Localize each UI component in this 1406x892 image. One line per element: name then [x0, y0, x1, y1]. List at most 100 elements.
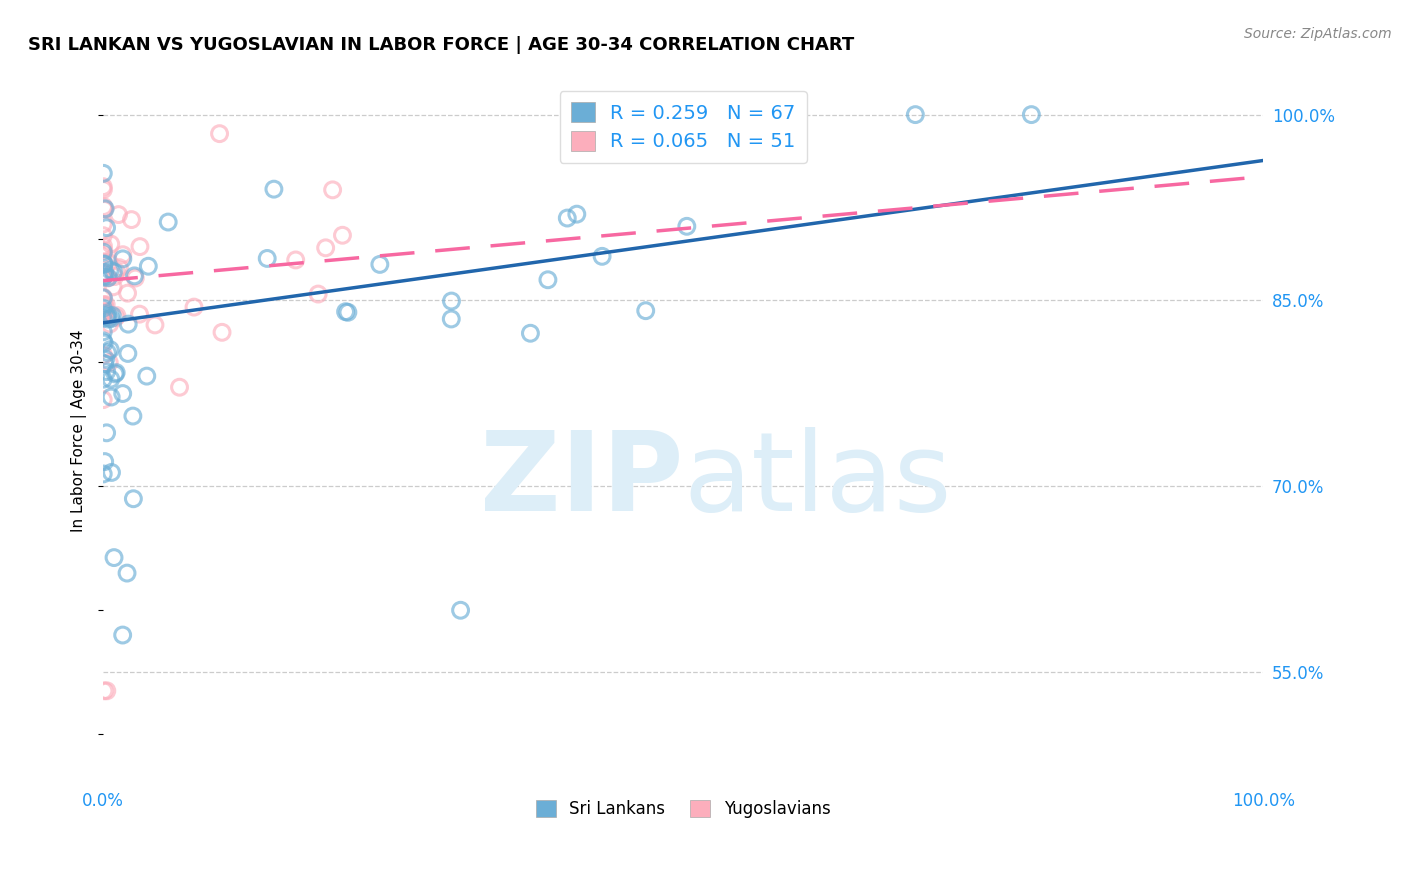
Point — [97, 308, 120, 322]
Point — [91, 334, 114, 348]
Point — [129, 239, 152, 253]
Point — [169, 380, 191, 394]
Point — [93, 200, 115, 214]
Point — [555, 211, 578, 225]
Point — [256, 252, 278, 266]
Point — [122, 491, 145, 506]
Point — [519, 326, 541, 341]
Point — [675, 219, 697, 234]
Point — [93, 304, 115, 318]
Point — [93, 305, 115, 319]
Point — [135, 369, 157, 384]
Point — [440, 312, 463, 326]
Point — [904, 107, 927, 121]
Point — [263, 182, 285, 196]
Point — [115, 566, 138, 580]
Point — [122, 409, 145, 423]
Point — [98, 355, 121, 369]
Point — [91, 325, 114, 339]
Point — [211, 326, 233, 340]
Point — [100, 390, 122, 404]
Point — [138, 259, 160, 273]
Point — [100, 372, 122, 386]
Point — [91, 290, 114, 304]
Point — [91, 467, 114, 481]
Point — [537, 273, 560, 287]
Point — [124, 268, 146, 283]
Text: ZIP: ZIP — [479, 426, 683, 533]
Point — [336, 305, 359, 319]
Point — [111, 248, 134, 262]
Point — [93, 182, 115, 196]
Point — [143, 318, 166, 332]
Point — [91, 311, 114, 326]
Point — [100, 237, 122, 252]
Point — [368, 257, 391, 271]
Point — [91, 301, 114, 315]
Text: atlas: atlas — [683, 426, 952, 533]
Point — [124, 271, 146, 285]
Point — [91, 372, 114, 386]
Point — [98, 343, 121, 357]
Point — [93, 266, 115, 280]
Point — [94, 352, 117, 367]
Point — [117, 346, 139, 360]
Point — [117, 286, 139, 301]
Point — [96, 425, 118, 440]
Point — [93, 454, 115, 468]
Point — [111, 386, 134, 401]
Point — [93, 299, 115, 313]
Point — [96, 365, 118, 379]
Point — [93, 270, 115, 285]
Point — [128, 307, 150, 321]
Point — [93, 683, 115, 698]
Point — [101, 280, 124, 294]
Point — [104, 269, 127, 284]
Point — [93, 357, 115, 371]
Point — [307, 287, 329, 301]
Text: SRI LANKAN VS YUGOSLAVIAN IN LABOR FORCE | AGE 30-34 CORRELATION CHART: SRI LANKAN VS YUGOSLAVIAN IN LABOR FORCE… — [28, 36, 855, 54]
Point — [591, 249, 613, 263]
Point — [183, 300, 205, 314]
Point — [93, 202, 115, 217]
Legend: Sri Lankans, Yugoslavians: Sri Lankans, Yugoslavians — [530, 793, 837, 825]
Point — [157, 215, 180, 229]
Point — [440, 293, 463, 308]
Point — [105, 309, 128, 323]
Point — [93, 257, 115, 271]
Point — [91, 392, 114, 407]
Point — [111, 628, 134, 642]
Point — [93, 255, 115, 269]
Point — [93, 306, 115, 320]
Point — [634, 303, 657, 318]
Point — [93, 265, 115, 279]
Point — [117, 317, 139, 331]
Point — [103, 265, 125, 279]
Point — [97, 270, 120, 285]
Point — [105, 366, 128, 380]
Point — [315, 241, 337, 255]
Point — [97, 255, 120, 269]
Point — [121, 212, 143, 227]
Point — [91, 179, 114, 194]
Point — [96, 345, 118, 359]
Point — [335, 304, 357, 318]
Point — [100, 466, 122, 480]
Text: Source: ZipAtlas.com: Source: ZipAtlas.com — [1244, 27, 1392, 41]
Point — [91, 228, 114, 243]
Point — [108, 260, 131, 275]
Point — [98, 317, 121, 331]
Y-axis label: In Labor Force | Age 30-34: In Labor Force | Age 30-34 — [72, 329, 87, 532]
Point — [93, 336, 115, 351]
Point — [94, 268, 117, 283]
Point — [98, 263, 121, 277]
Point — [96, 220, 118, 235]
Point — [93, 291, 115, 305]
Point — [104, 310, 127, 325]
Point — [91, 248, 114, 262]
Point — [101, 309, 124, 323]
Point — [91, 245, 114, 260]
Point — [96, 309, 118, 323]
Point — [91, 267, 114, 281]
Point — [107, 208, 129, 222]
